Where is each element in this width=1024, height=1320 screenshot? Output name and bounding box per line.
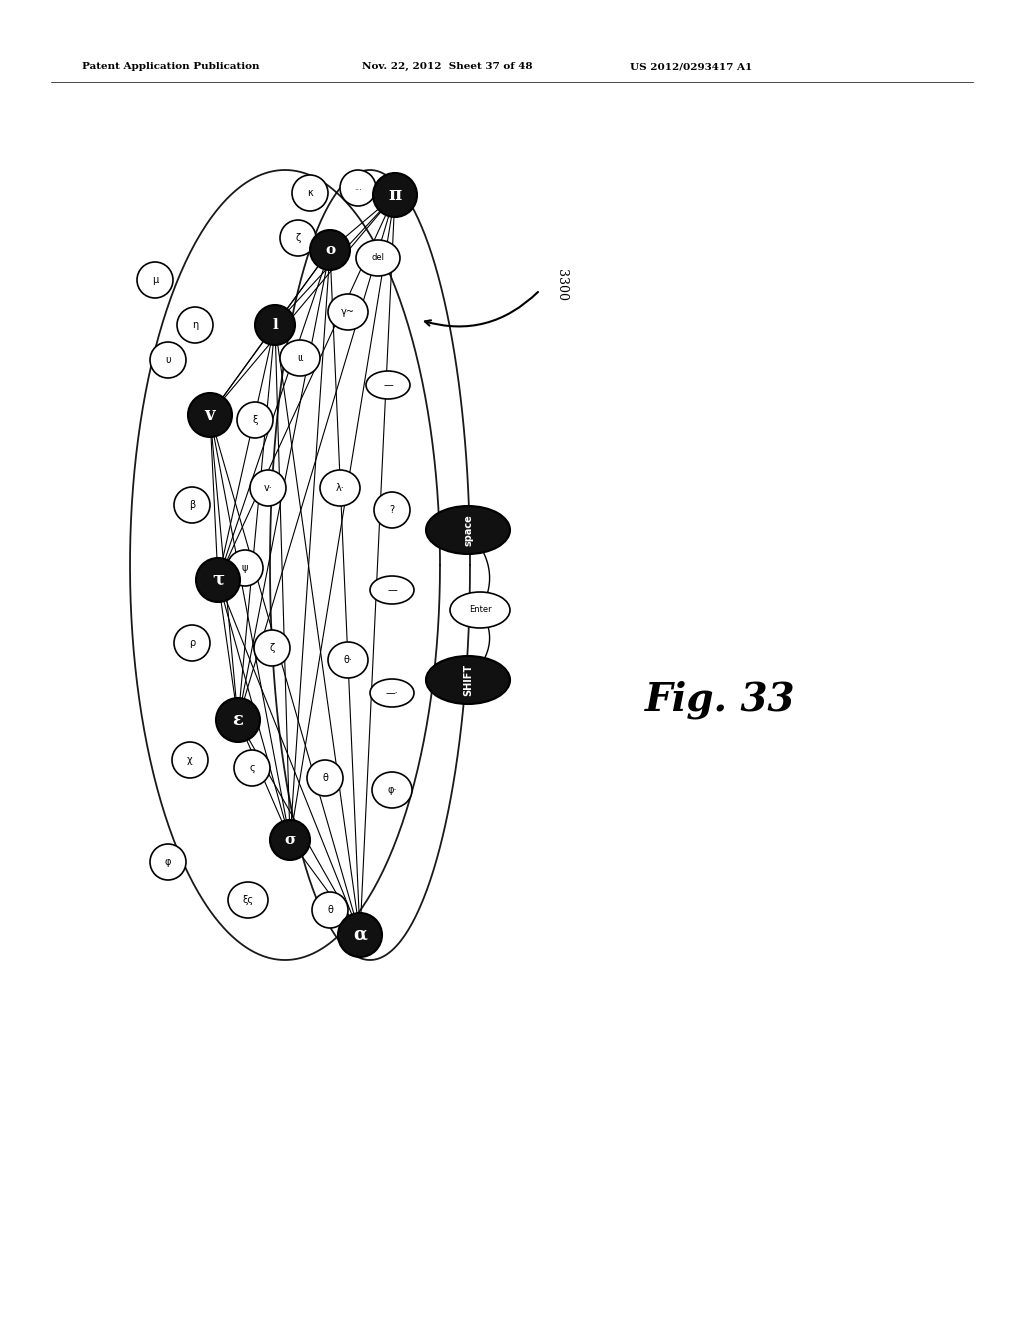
Text: del: del [372, 253, 384, 263]
Text: ...: ... [354, 183, 361, 193]
Ellipse shape [426, 506, 510, 554]
Ellipse shape [319, 470, 360, 506]
Ellipse shape [307, 760, 343, 796]
Text: Nov. 22, 2012  Sheet 37 of 48: Nov. 22, 2012 Sheet 37 of 48 [362, 62, 532, 71]
Circle shape [188, 393, 232, 437]
Ellipse shape [370, 678, 414, 708]
Text: ς: ς [249, 763, 255, 774]
Circle shape [373, 173, 417, 216]
Ellipse shape [172, 742, 208, 777]
Ellipse shape [150, 843, 186, 880]
Ellipse shape [234, 750, 270, 785]
Text: o: o [325, 243, 335, 257]
Text: SHIFT: SHIFT [463, 664, 473, 696]
Ellipse shape [174, 624, 210, 661]
Text: τ: τ [212, 572, 224, 589]
Ellipse shape [280, 220, 316, 256]
Text: ξς: ξς [243, 895, 254, 906]
Ellipse shape [372, 772, 412, 808]
Ellipse shape [370, 576, 414, 605]
Text: θ: θ [323, 774, 328, 783]
Circle shape [338, 913, 382, 957]
Text: γ~: γ~ [341, 308, 355, 317]
Text: Patent Application Publication: Patent Application Publication [82, 62, 259, 71]
Text: v·: v· [263, 483, 272, 492]
Text: Fig. 33: Fig. 33 [645, 681, 796, 719]
Text: l: l [272, 318, 278, 333]
Ellipse shape [328, 294, 368, 330]
Text: ιι: ιι [297, 352, 303, 363]
Text: —: — [383, 380, 393, 389]
Ellipse shape [228, 882, 268, 917]
Text: Enter: Enter [469, 606, 492, 615]
Text: ?: ? [389, 506, 394, 515]
Ellipse shape [177, 308, 213, 343]
Ellipse shape [328, 642, 368, 678]
Text: φ·: φ· [387, 785, 396, 795]
Ellipse shape [250, 470, 286, 506]
Text: θ·: θ· [344, 655, 352, 665]
Text: ξ: ξ [252, 414, 258, 425]
Text: ρ: ρ [188, 638, 196, 648]
Circle shape [310, 230, 350, 271]
Text: ψ: ψ [242, 564, 248, 573]
Ellipse shape [450, 591, 510, 628]
Text: ζ: ζ [295, 234, 301, 243]
Text: —: — [387, 585, 397, 595]
Text: υ: υ [165, 355, 171, 366]
Text: 3300: 3300 [555, 269, 568, 301]
Text: —·: —· [386, 688, 398, 698]
Ellipse shape [292, 176, 328, 211]
Ellipse shape [374, 492, 410, 528]
Ellipse shape [312, 892, 348, 928]
Ellipse shape [137, 261, 173, 298]
Text: v: v [205, 407, 215, 424]
Text: π: π [388, 186, 401, 205]
Circle shape [270, 820, 310, 861]
Text: ε: ε [232, 711, 244, 729]
Text: ζ: ζ [269, 643, 274, 653]
Circle shape [196, 558, 240, 602]
Text: σ: σ [285, 833, 296, 847]
Text: η: η [191, 319, 198, 330]
Text: space: space [463, 513, 473, 546]
Text: μ: μ [152, 275, 158, 285]
Text: α: α [353, 927, 367, 944]
Ellipse shape [426, 656, 510, 704]
Text: θ: θ [327, 906, 333, 915]
Ellipse shape [150, 342, 186, 378]
Ellipse shape [237, 403, 273, 438]
Text: β: β [188, 500, 196, 510]
Text: US 2012/0293417 A1: US 2012/0293417 A1 [630, 62, 753, 71]
Ellipse shape [366, 371, 410, 399]
Circle shape [216, 698, 260, 742]
Text: φ: φ [165, 857, 171, 867]
Text: κ: κ [307, 187, 313, 198]
Ellipse shape [340, 170, 376, 206]
Ellipse shape [280, 341, 319, 376]
Text: λ·: λ· [336, 483, 344, 492]
Ellipse shape [356, 240, 400, 276]
Ellipse shape [174, 487, 210, 523]
Ellipse shape [254, 630, 290, 667]
Circle shape [255, 305, 295, 345]
Ellipse shape [227, 550, 263, 586]
Text: χ: χ [187, 755, 193, 766]
